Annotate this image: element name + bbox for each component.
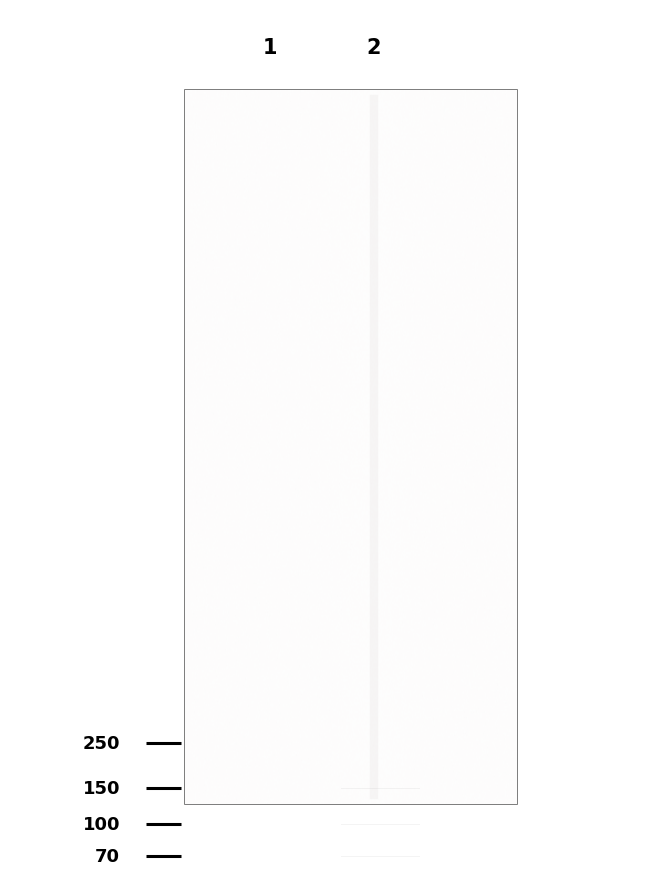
Text: 150: 150 <box>83 779 120 798</box>
Text: 1: 1 <box>263 38 277 57</box>
Text: 100: 100 <box>83 815 120 833</box>
Bar <box>185 91 517 804</box>
Text: 2: 2 <box>367 38 381 57</box>
Text: 250: 250 <box>83 734 120 753</box>
Text: 70: 70 <box>96 846 120 865</box>
